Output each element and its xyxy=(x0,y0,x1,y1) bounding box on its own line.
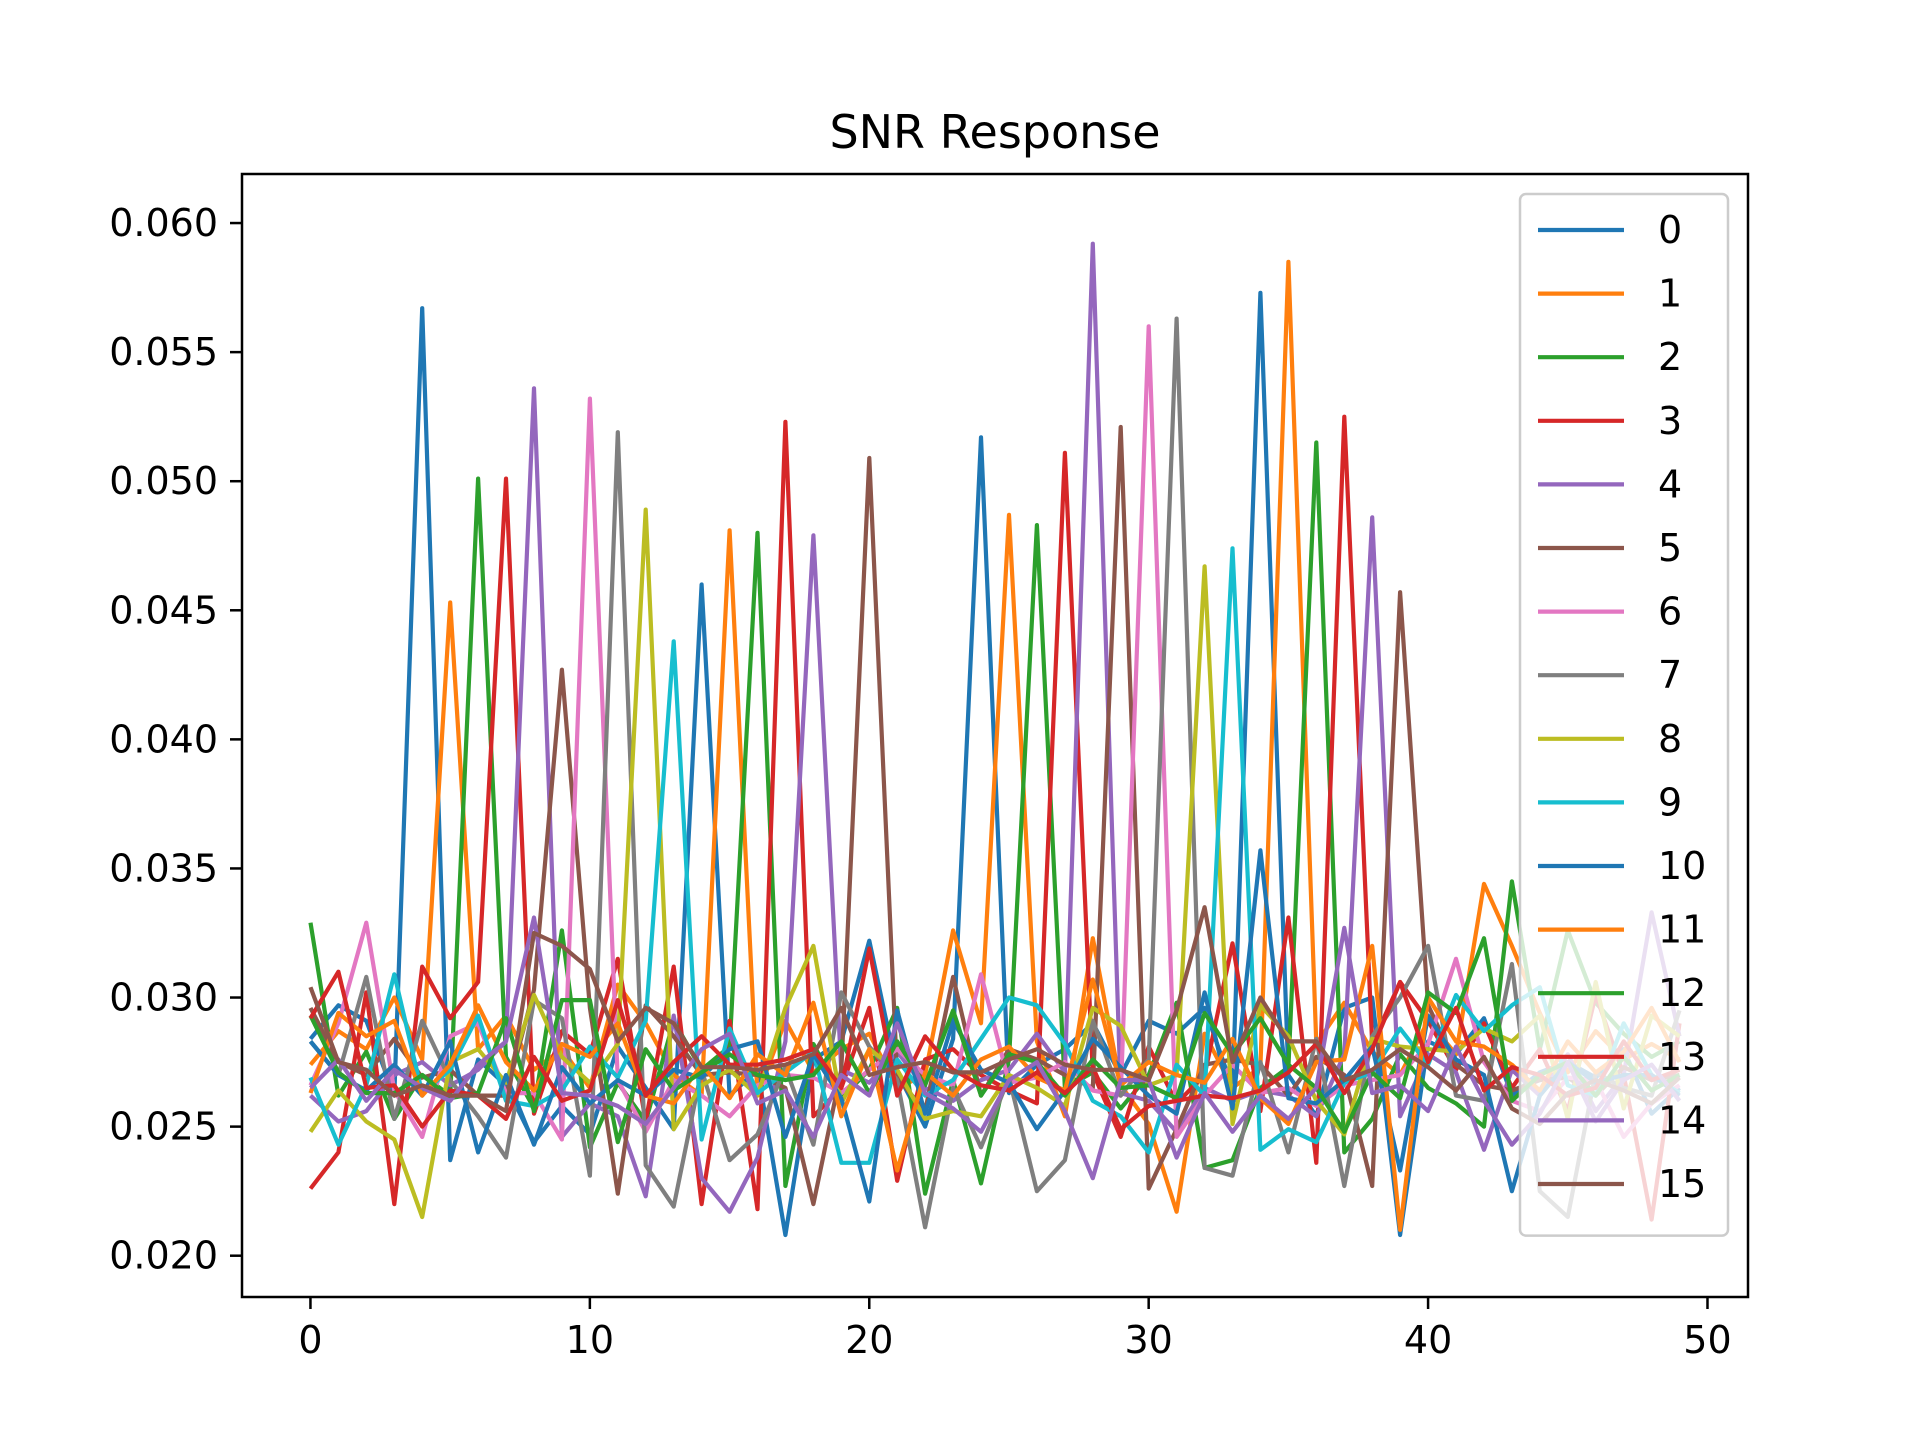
legend-label-0: 0 xyxy=(1658,208,1682,252)
series-line-9 xyxy=(308,546,1681,1165)
plot-frame xyxy=(240,172,1750,1299)
legend-label-9: 9 xyxy=(1658,780,1682,824)
series-line-11 xyxy=(308,943,1682,1233)
x-tick-label: 50 xyxy=(1683,1318,1731,1362)
legend-frame xyxy=(1518,192,1730,1237)
legend-label-6: 6 xyxy=(1658,590,1682,634)
y-tick-label: 0.035 xyxy=(109,846,218,890)
y-tick-label: 0.025 xyxy=(109,1105,218,1149)
series-line-12 xyxy=(308,936,1681,1145)
chart-title: SNR Response xyxy=(829,105,1160,159)
legend-label-3: 3 xyxy=(1658,399,1682,443)
legend-label-15: 15 xyxy=(1658,1162,1706,1206)
y-axis: 0.020 0.025 0.030 0.035 0.040 0.045 0.050 0.055… xyxy=(109,201,242,1278)
y-tick-label: 0.050 xyxy=(109,459,218,503)
x-tick-label: 40 xyxy=(1404,1318,1452,1362)
legend-label-5: 5 xyxy=(1658,526,1682,570)
legend-label-2: 2 xyxy=(1658,335,1682,379)
legend-label-13: 13 xyxy=(1658,1035,1706,1079)
legend-label-12: 12 xyxy=(1658,971,1706,1015)
legend-label-14: 14 xyxy=(1658,1098,1706,1142)
series-layer xyxy=(308,241,1682,1238)
x-tick-label: 20 xyxy=(845,1318,893,1362)
y-tick-label: 0.060 xyxy=(109,201,218,245)
legend-label-1: 1 xyxy=(1658,272,1682,316)
series-line-13 xyxy=(308,946,1681,1132)
y-tick-label: 0.020 xyxy=(109,1234,218,1278)
series-line-14 xyxy=(309,915,1682,1181)
y-tick-label: 0.055 xyxy=(109,330,218,374)
y-tick-label: 0.030 xyxy=(109,976,218,1020)
x-tick-label: 30 xyxy=(1124,1318,1172,1362)
legend-label-11: 11 xyxy=(1658,908,1706,952)
y-tick-label: 0.045 xyxy=(109,588,218,632)
legend-label-8: 8 xyxy=(1658,717,1682,761)
series-line-15 xyxy=(308,905,1681,1127)
y-tick-label: 0.040 xyxy=(109,717,218,761)
legend-label-10: 10 xyxy=(1658,844,1706,888)
legend-label-4: 4 xyxy=(1658,462,1682,506)
legend-label-7: 7 xyxy=(1658,653,1682,697)
x-tick-label: 10 xyxy=(566,1318,614,1362)
x-axis: 0 10 20 30 40 50 xyxy=(298,1297,1732,1362)
x-tick-label: 0 xyxy=(298,1318,322,1362)
